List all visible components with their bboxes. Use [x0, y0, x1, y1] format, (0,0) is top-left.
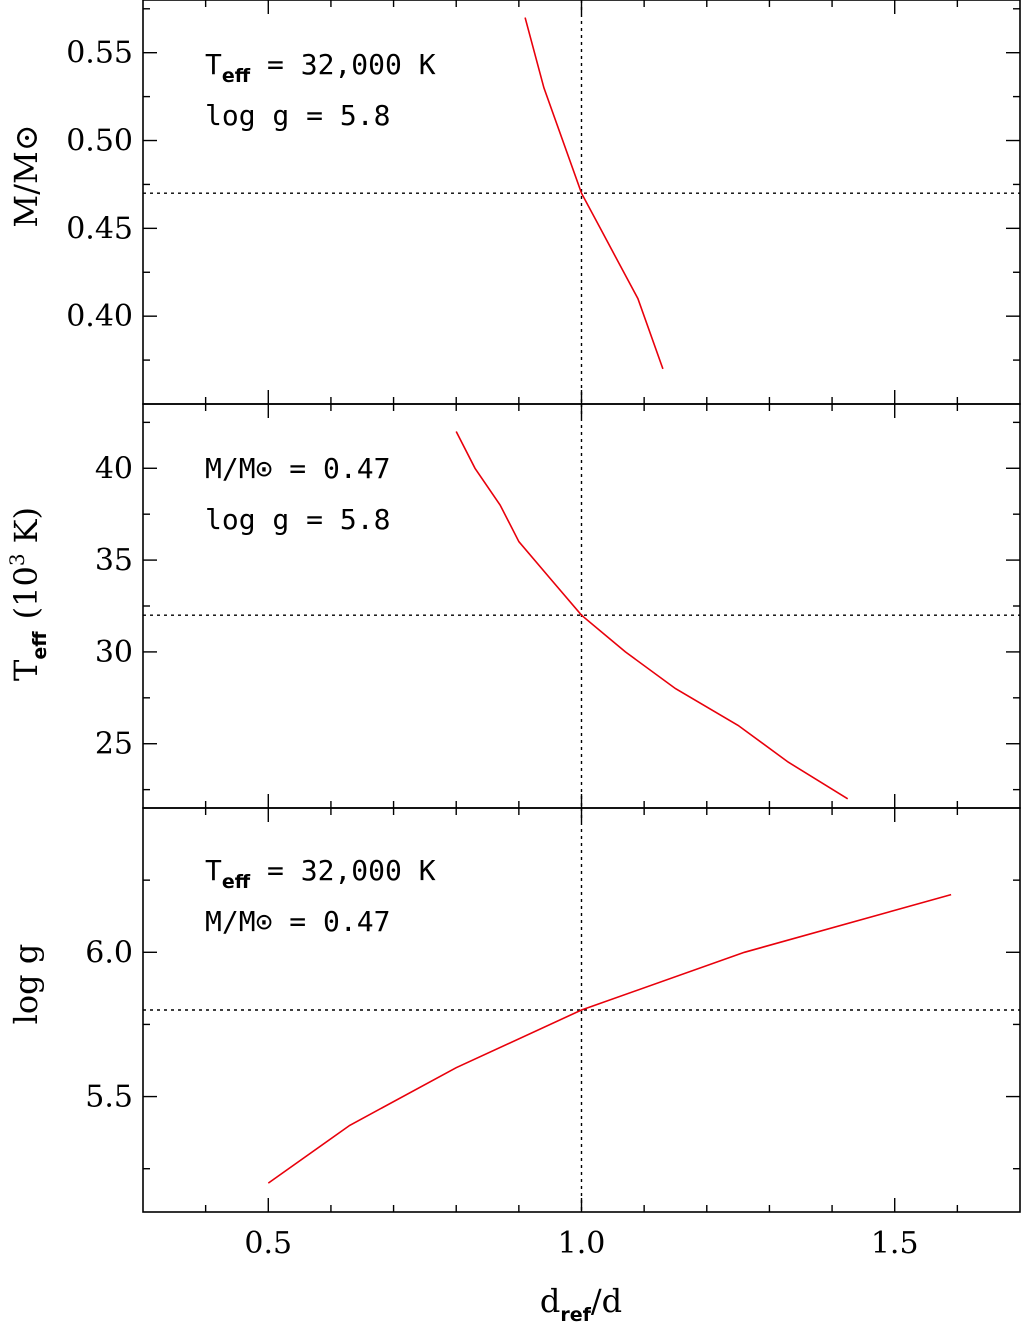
axis-ticks: [143, 0, 1020, 1212]
panel-2-y-tick-label: 25: [95, 727, 133, 762]
panel-2-y-tick-label: 35: [95, 543, 133, 578]
panel-1-y-tick-label: 0.40: [66, 299, 133, 334]
x-tick-label: 1.0: [558, 1226, 606, 1261]
panel-1-series-line: [524, 17, 664, 370]
panel-1-y-tick-label: 0.50: [66, 124, 133, 159]
data-curves: [267, 17, 952, 1184]
panel-2-y-axis-title: Teff(103K): [5, 507, 51, 681]
panel-1-annotation-2: log g = 5.8: [205, 99, 390, 132]
panel-1-y-tick-label: 0.45: [66, 211, 133, 246]
panel-2-annotation-2: log g = 5.8: [205, 503, 390, 536]
reference-lines: [143, 0, 1020, 1212]
x-tick-label: 1.5: [871, 1226, 919, 1261]
panel-2-y-tick-label: 30: [95, 635, 133, 670]
x-tick-label: 0.5: [244, 1226, 292, 1261]
panel-1-y-axis-title: M/M⊙: [7, 124, 45, 227]
panel-3-y-tick-label: 6.0: [85, 935, 133, 970]
x-axis-title: dref/d: [540, 1282, 622, 1325]
panel-3-annotation-2: M/M⊙ = 0.47: [205, 905, 390, 938]
panel-1-annotation-1: Teff = 32,000 K: [205, 48, 436, 87]
panel-3-series-line: [267, 893, 952, 1184]
panel-3-y-axis-title: log g: [7, 944, 45, 1025]
panel-2-annotation-1: M/M⊙ = 0.47: [205, 452, 390, 485]
panel-3-y-tick-label: 5.5: [85, 1080, 133, 1115]
panel-2-y-tick-label: 40: [95, 451, 133, 486]
tick-labels: 0.40 0.45 0.50 0.55 25 30 35 40 5.5 6.0 0.5 1.0 1.5: [66, 36, 918, 1261]
panel-3-annotation-1: Teff = 32,000 K: [205, 854, 436, 893]
panel-2-series-line: [455, 431, 849, 800]
panel-1-y-tick-label: 0.55: [66, 36, 133, 71]
